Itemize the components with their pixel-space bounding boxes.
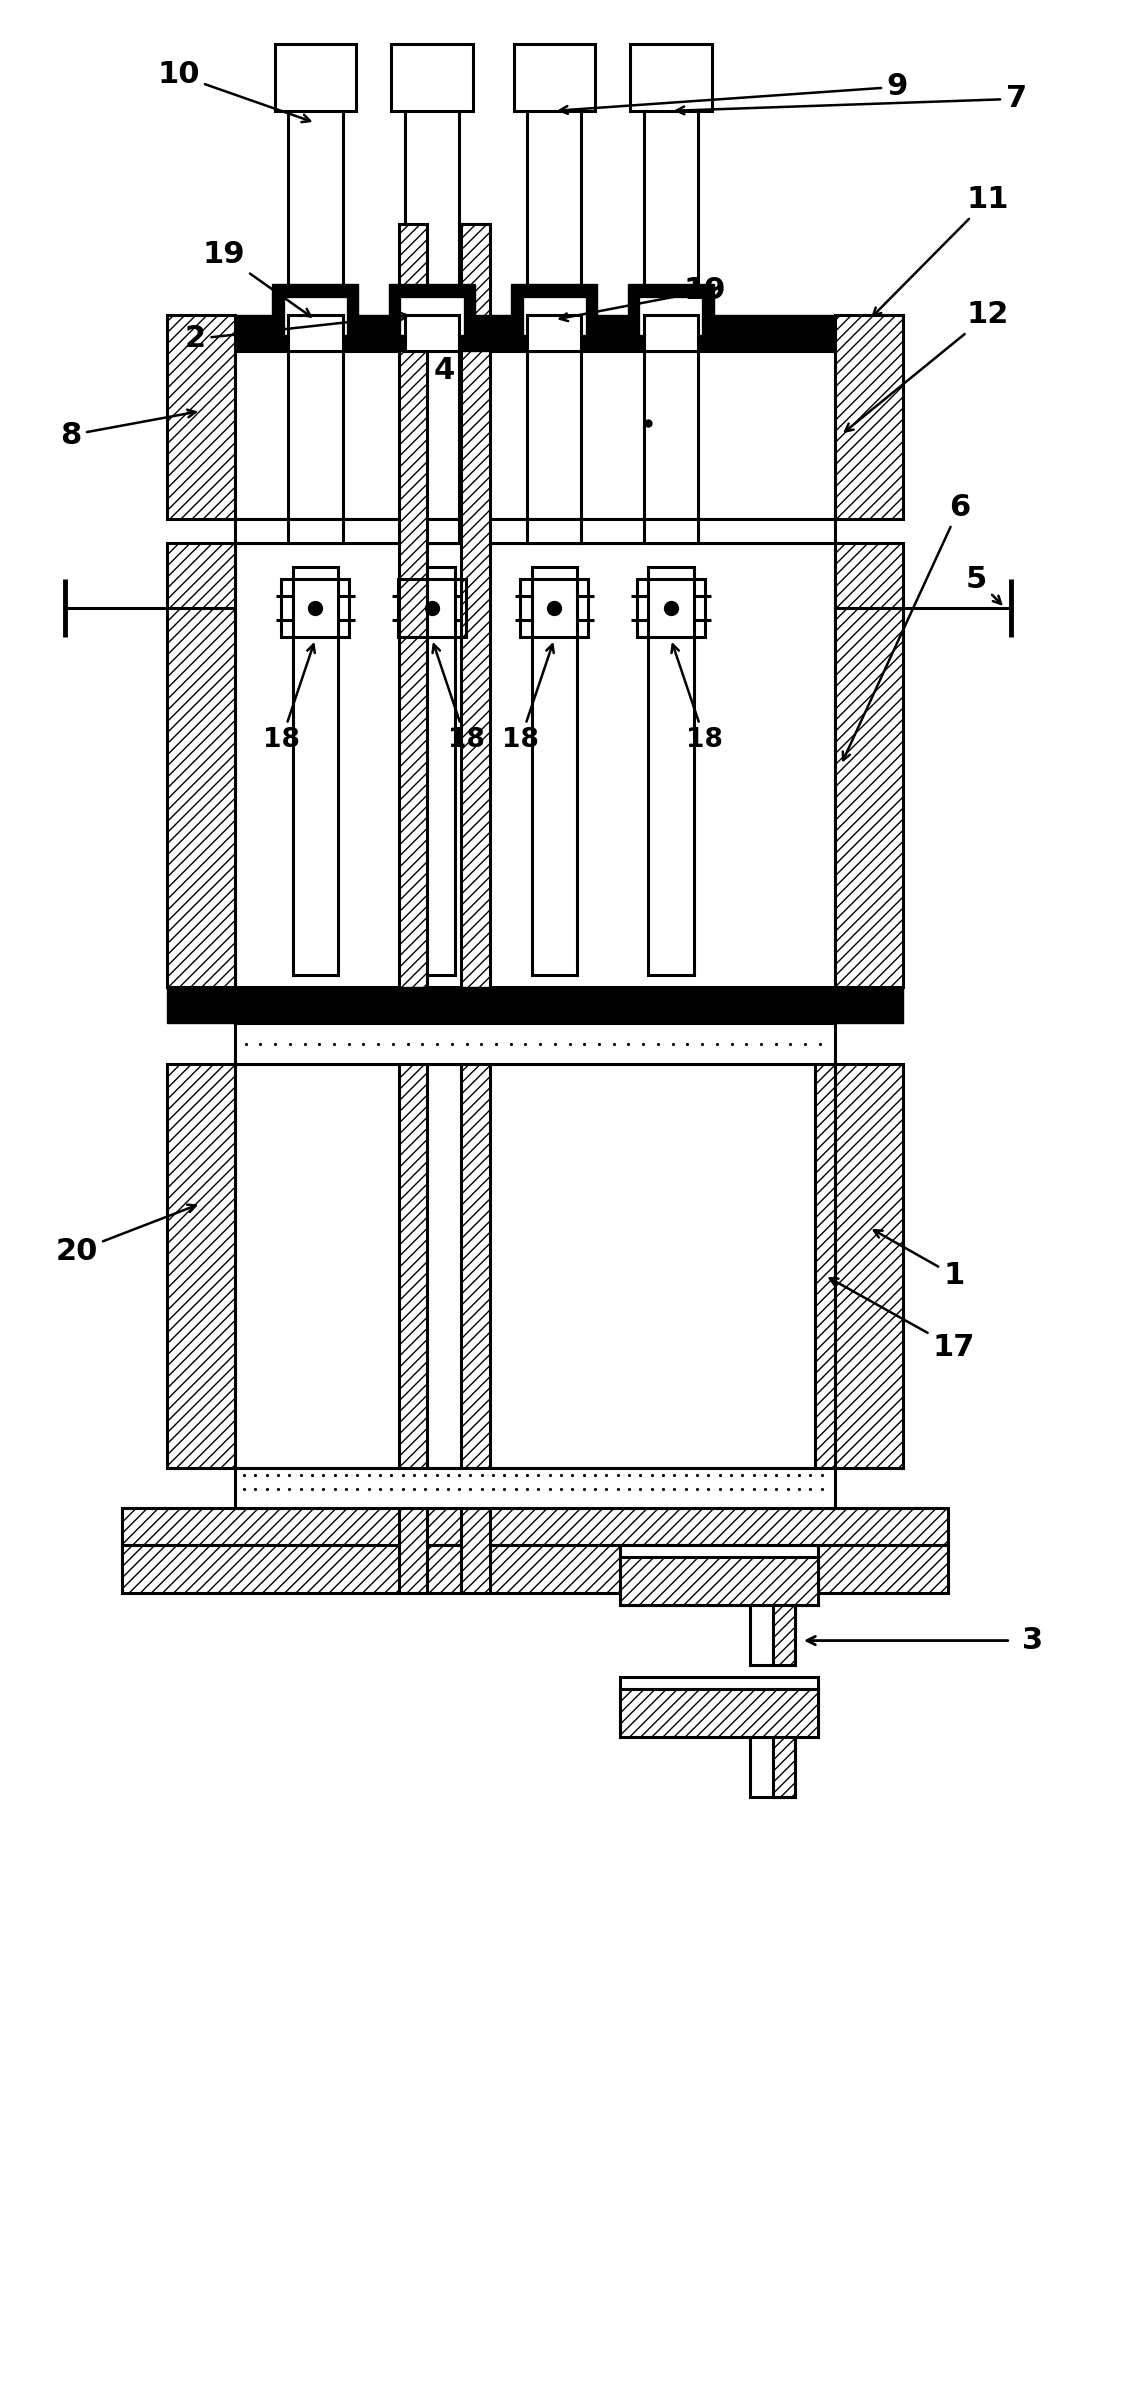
Bar (234, 1468, 835, 1509)
Text: 18: 18 (671, 645, 724, 753)
Bar (288, 99, 343, 315)
Bar (534, 330, 575, 349)
Bar (234, 1023, 835, 1064)
Bar (405, 351, 459, 520)
Bar (234, 1064, 835, 1468)
Bar (167, 544, 234, 987)
Bar (513, 43, 595, 111)
Text: 20: 20 (56, 1204, 196, 1266)
Bar (405, 315, 459, 351)
Bar (620, 1690, 818, 1735)
Text: 18: 18 (502, 645, 554, 753)
Bar (620, 1545, 818, 1605)
Bar (398, 580, 465, 638)
Bar (620, 1557, 818, 1605)
Bar (274, 43, 356, 111)
Bar (295, 330, 336, 349)
Bar (649, 568, 693, 975)
Bar (284, 298, 346, 335)
Text: 2: 2 (184, 313, 407, 354)
Bar (835, 315, 904, 520)
Bar (644, 351, 698, 520)
Bar (644, 520, 698, 544)
Bar (527, 315, 582, 351)
Bar (637, 580, 704, 638)
Bar (531, 568, 577, 975)
Text: 19: 19 (560, 277, 726, 320)
Bar (122, 1509, 948, 1545)
Text: 18: 18 (432, 645, 485, 753)
Bar (234, 520, 835, 544)
Bar (750, 1735, 795, 1796)
Bar (644, 99, 698, 315)
Bar (288, 315, 343, 351)
Bar (234, 315, 835, 351)
Bar (167, 315, 234, 520)
Bar (402, 298, 462, 335)
Bar (815, 1064, 835, 1468)
Text: 12: 12 (846, 301, 1009, 431)
Bar (620, 1678, 818, 1735)
Text: 10: 10 (157, 60, 310, 123)
Bar (292, 568, 338, 975)
Bar (527, 99, 582, 315)
Text: 17: 17 (830, 1278, 975, 1362)
Bar (773, 1605, 795, 1666)
Bar (405, 99, 459, 315)
Text: 8: 8 (60, 409, 196, 450)
Bar (651, 330, 691, 349)
Text: 5: 5 (966, 566, 1001, 604)
Bar (773, 1735, 795, 1796)
Text: 18: 18 (263, 645, 315, 753)
Bar (272, 284, 358, 344)
Bar (511, 284, 597, 344)
Bar (520, 580, 588, 638)
Bar (628, 284, 714, 344)
Bar (391, 43, 472, 111)
Bar (835, 1064, 904, 1468)
Bar (410, 568, 454, 975)
Bar (523, 298, 585, 335)
Bar (835, 544, 904, 987)
Text: 19: 19 (203, 241, 311, 318)
Bar (527, 520, 582, 544)
Text: 9: 9 (560, 72, 908, 113)
Bar (389, 284, 475, 344)
Bar (122, 1545, 948, 1593)
Text: 7: 7 (676, 84, 1026, 113)
Bar (461, 224, 489, 1593)
Bar (281, 580, 349, 638)
Bar (167, 1064, 234, 1468)
Bar (630, 43, 711, 111)
Bar (234, 544, 835, 987)
Bar (399, 224, 428, 1593)
Bar (641, 298, 701, 335)
Text: 4: 4 (434, 356, 455, 385)
Bar (288, 351, 343, 520)
Bar (288, 520, 343, 544)
Bar (750, 1605, 795, 1666)
Bar (405, 520, 459, 544)
Bar (527, 351, 582, 520)
Bar (644, 315, 698, 351)
Bar (234, 351, 835, 520)
Text: 11: 11 (873, 185, 1009, 315)
Bar (167, 987, 904, 1023)
Bar (412, 330, 453, 349)
Text: 6: 6 (843, 493, 971, 761)
Text: 3: 3 (1022, 1627, 1044, 1656)
Text: 1: 1 (874, 1230, 965, 1290)
